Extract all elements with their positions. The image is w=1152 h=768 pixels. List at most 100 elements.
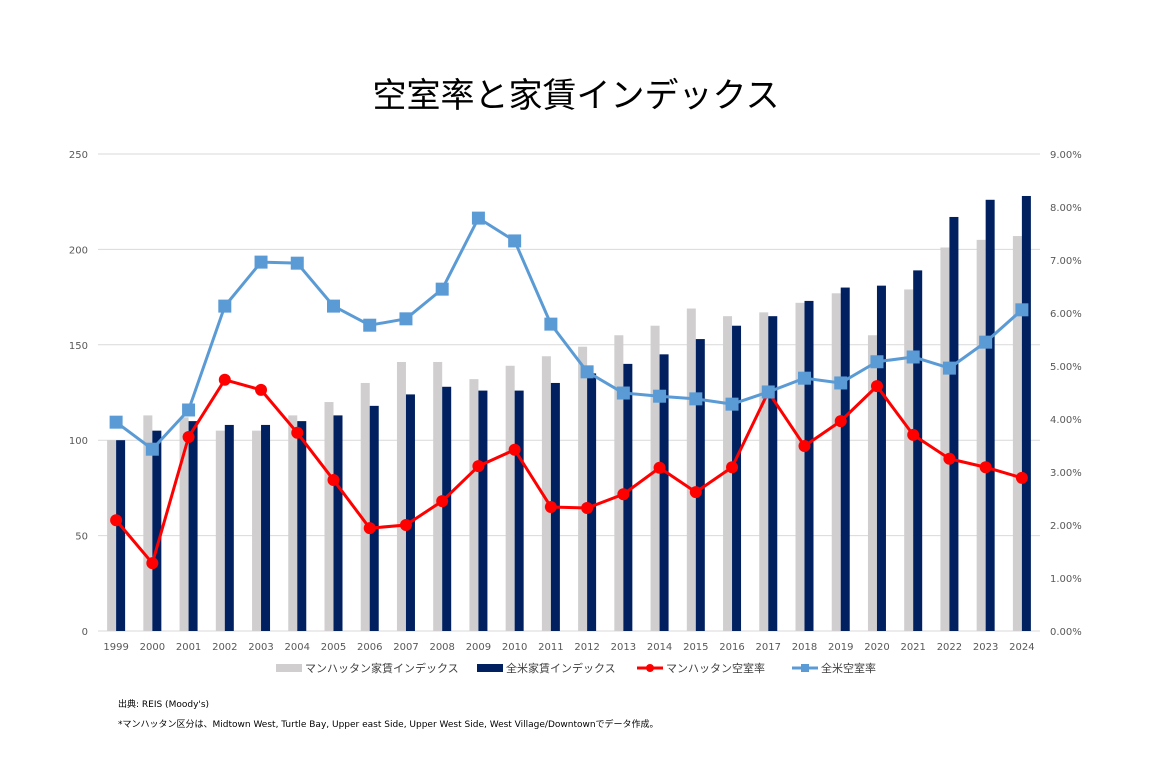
bar-manhattan-rent: [143, 415, 153, 631]
x-tick-label: 2014: [647, 642, 672, 653]
bar-us-rent: [1021, 195, 1031, 631]
x-tick-label: 2012: [574, 642, 599, 653]
y-right-tick-label: 8.00%: [1050, 203, 1082, 214]
point-manhattan-vacancy: [218, 373, 231, 386]
bar-us-rent: [804, 300, 814, 631]
x-tick-label: 2017: [756, 642, 781, 653]
point-us-vacancy: [254, 255, 268, 269]
bar-us-rent: [695, 339, 705, 631]
y-left-tick-label: 50: [75, 532, 88, 543]
bar-us-rent: [224, 424, 234, 631]
bar-manhattan-rent: [614, 335, 624, 631]
bar-manhattan-rent: [831, 293, 841, 631]
bar-us-rent: [333, 415, 343, 631]
y-right-tick-label: 0.00%: [1050, 627, 1082, 638]
point-us-vacancy: [942, 361, 956, 375]
bar-manhattan-rent: [469, 379, 479, 631]
bar-manhattan-rent: [396, 361, 406, 631]
point-us-vacancy: [182, 403, 196, 417]
point-manhattan-vacancy: [363, 522, 376, 535]
bar-manhattan-rent: [723, 316, 733, 631]
bar-manhattan-rent: [759, 312, 769, 631]
y-left-tick-label: 200: [69, 245, 88, 256]
x-tick-label: 1999: [103, 642, 128, 653]
point-manhattan-vacancy: [508, 443, 521, 456]
bar-us-rent: [876, 285, 886, 631]
legend-label: 全米空室率: [821, 661, 876, 675]
x-tick-label: 2013: [611, 642, 636, 653]
x-tick-label: 2003: [248, 642, 273, 653]
x-tick-label: 2020: [864, 642, 889, 653]
source-note: 出典: REIS (Moody's): [118, 700, 210, 710]
y-right-tick-label: 2.00%: [1050, 521, 1082, 532]
y-left-tick-label: 100: [69, 436, 88, 447]
point-manhattan-vacancy: [399, 519, 412, 531]
bar-manhattan-rent: [107, 440, 117, 631]
line-manhattan-vacancy: [114, 378, 1023, 565]
y-right-tick-label: 6.00%: [1050, 309, 1082, 320]
x-tick-label: 2006: [357, 642, 382, 653]
bar-manhattan-rent: [252, 430, 262, 631]
bar-manhattan-rent: [976, 239, 986, 632]
x-tick-label: 2009: [466, 642, 491, 653]
point-us-vacancy: [906, 350, 920, 364]
bar-manhattan-rent: [867, 335, 877, 631]
point-manhattan-vacancy: [255, 383, 268, 396]
line-us-vacancy: [115, 216, 1023, 451]
point-us-vacancy: [399, 312, 413, 326]
x-tick-label: 2000: [140, 642, 165, 653]
x-tick-label: 2007: [393, 642, 418, 653]
legend-swatch: [276, 664, 302, 672]
bar-manhattan-rent: [578, 346, 588, 631]
point-manhattan-vacancy: [870, 380, 883, 393]
y-left-tick-label: 0: [82, 627, 88, 638]
y-left-tick-label: 250: [69, 150, 88, 161]
legend-swatch: [477, 664, 503, 672]
bar-us-rent: [840, 287, 850, 631]
legend-label: マンハッタン家賃インデックス: [305, 661, 459, 675]
bar-manhattan-rent: [940, 247, 950, 631]
point-manhattan-vacancy: [146, 557, 159, 570]
legend-label: マンハッタン空室率: [666, 661, 765, 675]
x-tick-label: 2005: [321, 642, 346, 653]
y-right-tick-label: 5.00%: [1050, 362, 1082, 373]
bar-us-rent: [188, 421, 198, 631]
point-us-vacancy: [109, 415, 123, 429]
bar-us-rent: [768, 316, 778, 631]
point-us-vacancy: [544, 317, 558, 331]
bar-us-rent: [405, 394, 415, 631]
x-tick-label: 2016: [719, 642, 744, 653]
point-manhattan-vacancy: [1015, 471, 1028, 484]
bar-us-rent: [949, 216, 959, 632]
point-manhattan-vacancy: [943, 452, 956, 465]
point-us-vacancy: [834, 376, 848, 390]
bar-manhattan-rent: [541, 356, 551, 631]
point-us-vacancy: [1015, 303, 1029, 317]
bar-manhattan-rent: [324, 402, 334, 631]
point-us-vacancy: [145, 442, 159, 456]
point-manhattan-vacancy: [182, 431, 195, 444]
bar-us-rent: [514, 390, 524, 631]
x-tick-label: 2001: [176, 642, 201, 653]
point-manhattan-vacancy: [110, 514, 123, 527]
point-us-vacancy: [616, 386, 630, 400]
bar-manhattan-rent: [215, 430, 225, 631]
footnote: *マンハッタン区分は、Midtown West, Turtle Bay, Upp…: [118, 720, 659, 730]
y-left-tick-label: 150: [69, 341, 88, 352]
y-right-tick-label: 3.00%: [1050, 468, 1082, 479]
bar-us-rent: [478, 390, 488, 631]
bar-manhattan-rent: [1012, 236, 1022, 631]
x-tick-label: 2021: [900, 642, 925, 653]
point-manhattan-vacancy: [436, 495, 449, 508]
point-manhattan-vacancy: [472, 460, 485, 473]
point-us-vacancy: [435, 282, 449, 296]
legend-marker: [646, 664, 654, 672]
legend-marker: [801, 664, 809, 672]
bar-us-rent: [369, 405, 379, 631]
point-us-vacancy: [218, 299, 232, 313]
point-manhattan-vacancy: [327, 473, 340, 486]
x-tick-label: 2022: [937, 642, 962, 653]
bar-us-rent: [152, 430, 162, 631]
point-manhattan-vacancy: [653, 461, 666, 474]
x-tick-label: 2015: [683, 642, 708, 653]
